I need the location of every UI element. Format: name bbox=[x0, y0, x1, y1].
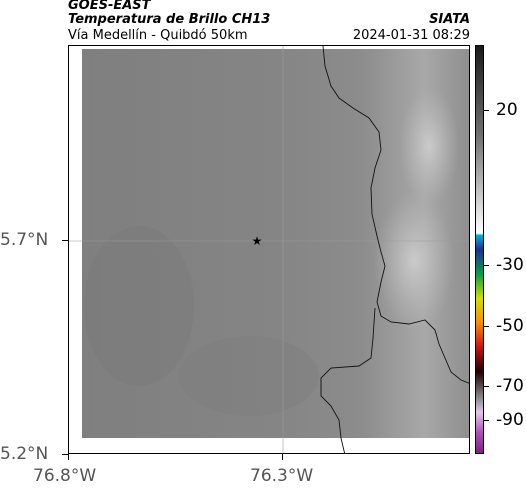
colorbar-tick bbox=[484, 420, 489, 421]
warm-region bbox=[399, 86, 459, 206]
route-subtitle: Vía Medellín - Quibdó 50km bbox=[68, 28, 248, 43]
y-tick bbox=[62, 454, 68, 455]
brightness-temperature-map: ★ bbox=[69, 46, 469, 453]
colorbar-tick-label: -30 bbox=[496, 255, 524, 275]
satellite-title: GOES-EAST bbox=[68, 0, 151, 13]
x-tick bbox=[282, 454, 283, 460]
map-panel: ★ bbox=[68, 45, 470, 454]
colorbar bbox=[475, 45, 484, 454]
colorbar-tick bbox=[484, 386, 489, 387]
cool-region bbox=[84, 226, 194, 386]
product-title: Temperatura de Brillo CH13 bbox=[68, 12, 271, 27]
colorbar-tick bbox=[484, 326, 489, 327]
y-tick-label: 5.7°N bbox=[0, 230, 49, 250]
cool-region bbox=[179, 336, 319, 416]
colorbar-tick-label: -70 bbox=[496, 376, 524, 396]
colorbar-tick-label: 20 bbox=[496, 100, 518, 120]
y-tick-label: 5.2°N bbox=[0, 444, 49, 464]
star-icon: ★ bbox=[252, 234, 263, 248]
timestamp-label: 2024-01-31 08:29 bbox=[352, 28, 470, 43]
colorbar-tick bbox=[484, 110, 489, 111]
y-tick bbox=[62, 240, 68, 241]
colorbar-tick-label: -50 bbox=[496, 316, 524, 336]
country-border bbox=[320, 46, 469, 453]
warm-region bbox=[374, 191, 454, 331]
colorbar-tick-label: -90 bbox=[496, 410, 524, 430]
colorbar-tick bbox=[484, 265, 489, 266]
org-label: SIATA bbox=[429, 12, 470, 27]
x-tick-label: 76.3°W bbox=[250, 466, 314, 486]
x-tick-label: 76.8°W bbox=[33, 466, 97, 486]
x-tick bbox=[68, 454, 69, 460]
